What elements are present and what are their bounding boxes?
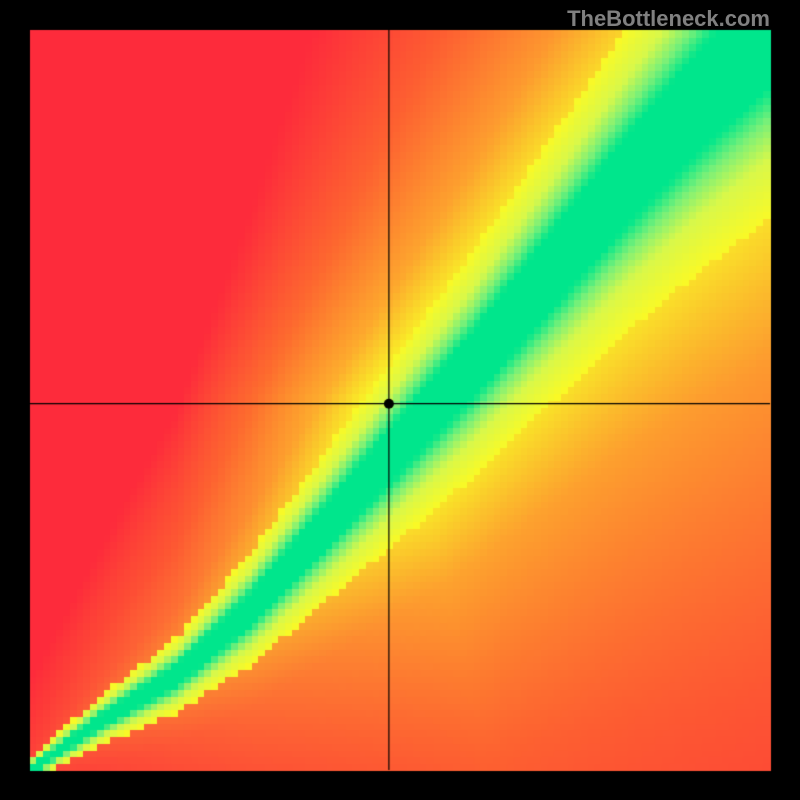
watermark-label: TheBottleneck.com <box>567 6 770 32</box>
bottleneck-heatmap <box>0 0 800 800</box>
chart-container: TheBottleneck.com <box>0 0 800 800</box>
